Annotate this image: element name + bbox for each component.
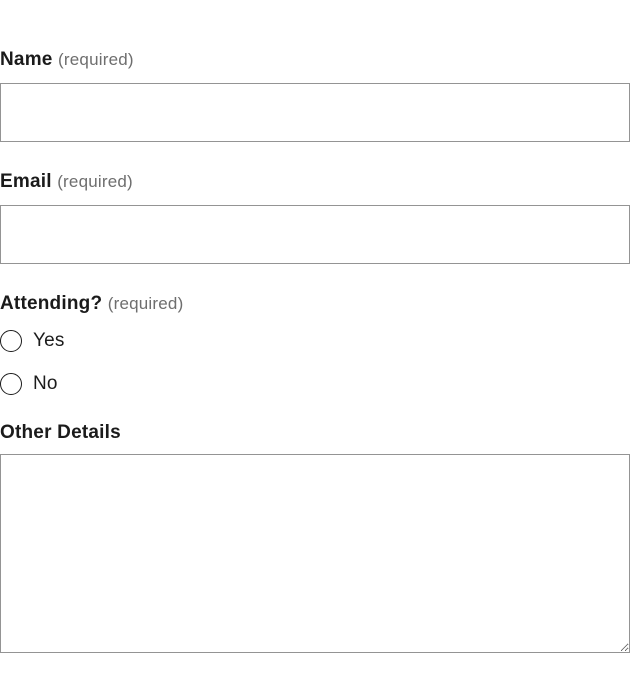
name-field-label: Name (required) [0, 48, 630, 71]
attending-yes-label[interactable]: Yes [33, 330, 65, 351]
other-details-label-text: Other Details [0, 422, 121, 443]
other-details-textarea[interactable] [0, 454, 630, 653]
attending-no-radio[interactable] [0, 373, 22, 395]
spacer [0, 264, 630, 292]
email-field-group: Email (required) [0, 170, 630, 264]
other-details-field-group: Other Details [0, 421, 630, 653]
name-label-text: Name [0, 49, 53, 70]
attending-field-label: Attending? (required) [0, 292, 630, 315]
email-field-label: Email (required) [0, 170, 630, 193]
attending-option-yes[interactable]: Yes [0, 329, 630, 353]
attending-required-note: (required) [107, 294, 184, 313]
email-input[interactable] [0, 205, 630, 264]
attending-no-label[interactable]: No [33, 373, 58, 394]
email-required-note: (required) [57, 172, 133, 191]
name-input[interactable] [0, 83, 630, 142]
attending-option-no[interactable]: No [0, 372, 630, 396]
attending-field-group: Attending? (required) Yes No [0, 292, 630, 396]
spacer [0, 396, 630, 421]
attending-label-text: Attending? [0, 293, 103, 314]
other-details-field-label: Other Details [0, 421, 630, 444]
email-label-text: Email [0, 171, 52, 192]
name-required-note: (required) [58, 50, 134, 69]
rsvp-form: Name (required) Email (required) Attendi… [0, 48, 630, 653]
name-field-group: Name (required) [0, 48, 630, 142]
attending-yes-radio[interactable] [0, 330, 22, 352]
spacer [0, 142, 630, 170]
